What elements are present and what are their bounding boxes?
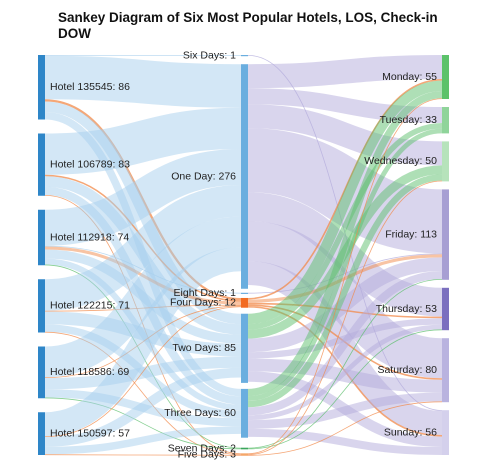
node-mon[interactable] — [442, 55, 449, 99]
link-three-sun[interactable] — [247, 428, 443, 455]
link-seven-fri[interactable] — [247, 279, 443, 449]
link-h112918-eight[interactable] — [44, 245, 242, 294]
label-mon: Monday: 55 — [382, 71, 437, 83]
label-fri: Friday: 113 — [385, 228, 437, 240]
label-two: Two Days: 85 — [172, 342, 236, 354]
node-h135545[interactable] — [38, 55, 45, 120]
node-two[interactable] — [241, 313, 248, 383]
link-h150597-three[interactable] — [44, 426, 242, 455]
link-h135545-one[interactable] — [44, 55, 242, 108]
label-six: Six Days: 1 — [183, 49, 236, 61]
label-one: One Day: 276 — [171, 170, 236, 182]
node-sat[interactable] — [442, 338, 449, 403]
link-h150597-four[interactable] — [44, 306, 242, 438]
link-eight-fri[interactable] — [247, 253, 443, 294]
label-h118586: Hotel 118586: 69 — [50, 366, 129, 378]
node-sun[interactable] — [442, 410, 449, 455]
label-thu: Thursday: 53 — [376, 303, 437, 315]
label-h135545: Hotel 135545: 86 — [50, 81, 130, 93]
link-h106789-one[interactable] — [44, 107, 242, 175]
node-h106789[interactable] — [38, 133, 45, 196]
link-h112918-one[interactable] — [44, 148, 242, 246]
label-eight: Eight Days: 1 — [174, 287, 237, 299]
label-h150597: Hotel 150597: 57 — [50, 427, 130, 439]
link-h122215-one[interactable] — [44, 184, 242, 311]
label-h112918: Hotel 112918: 74 — [50, 231, 129, 243]
link-three-sat[interactable] — [247, 392, 443, 429]
labels-layer: Hotel 135545: 86 Hotel 106789: 83 Hotel 11… — [50, 49, 437, 460]
link-three-tue[interactable] — [247, 128, 443, 401]
link-five-sat[interactable] — [247, 401, 443, 456]
link-h150597-one[interactable] — [44, 247, 242, 437]
label-wed: Wednesday: 50 — [364, 155, 437, 167]
link-five-wed[interactable] — [247, 180, 443, 455]
nodes-layer — [38, 55, 449, 456]
chart-title: Sankey Diagram of Six Most Popular Hotel… — [58, 10, 438, 41]
label-four: Four Days: 12 — [170, 297, 236, 309]
link-two-tue[interactable] — [247, 123, 443, 330]
link-five-mon[interactable] — [247, 98, 443, 455]
node-three[interactable] — [241, 388, 248, 438]
node-fri[interactable] — [442, 189, 449, 280]
link-h150597-two[interactable] — [44, 367, 242, 447]
node-six[interactable] — [241, 55, 248, 57]
node-one[interactable] — [241, 64, 248, 289]
link-two-fri[interactable] — [247, 257, 443, 353]
node-h118586[interactable] — [38, 346, 45, 399]
link-two-mon[interactable] — [247, 80, 443, 325]
label-sat: Saturday: 80 — [377, 364, 437, 376]
node-h150597[interactable] — [38, 412, 45, 455]
link-three-mon[interactable] — [247, 91, 443, 397]
node-h112918[interactable] — [38, 209, 45, 266]
label-three: Three Days: 60 — [164, 407, 236, 419]
link-seven-thu[interactable] — [247, 329, 443, 450]
link-one-mon[interactable] — [247, 55, 443, 89]
label-sun: Sunday: 56 — [384, 426, 437, 438]
label-h106789: Hotel 106789: 83 — [50, 158, 130, 170]
node-h122215[interactable] — [38, 279, 45, 333]
label-five: Five Days: 3 — [178, 448, 237, 460]
label-seven: Seven Days: 2 — [168, 442, 236, 454]
node-wed[interactable] — [442, 141, 449, 182]
links-layer — [44, 54, 444, 456]
label-tue: Tuesday: 33 — [380, 114, 438, 126]
link-three-fri[interactable] — [247, 271, 443, 416]
link-three-wed[interactable] — [247, 174, 443, 408]
link-one-tue[interactable] — [247, 88, 443, 123]
node-eight[interactable] — [241, 292, 248, 294]
link-one-wed[interactable] — [247, 104, 443, 166]
link-three-thu[interactable] — [247, 324, 443, 421]
link-h118586-two[interactable] — [44, 356, 242, 390]
node-four[interactable] — [241, 297, 248, 308]
link-four-fri[interactable] — [247, 254, 443, 303]
node-seven[interactable] — [241, 447, 248, 450]
node-five[interactable] — [241, 453, 248, 456]
link-h118586-seven[interactable] — [44, 397, 242, 450]
label-h122215: Hotel 122215: 71 — [50, 300, 130, 312]
link-h122215-five[interactable] — [44, 331, 242, 455]
node-tue[interactable] — [442, 107, 449, 134]
link-h150597-five[interactable] — [44, 454, 242, 456]
link-h118586-one[interactable] — [44, 216, 242, 378]
node-thu[interactable] — [442, 287, 449, 331]
